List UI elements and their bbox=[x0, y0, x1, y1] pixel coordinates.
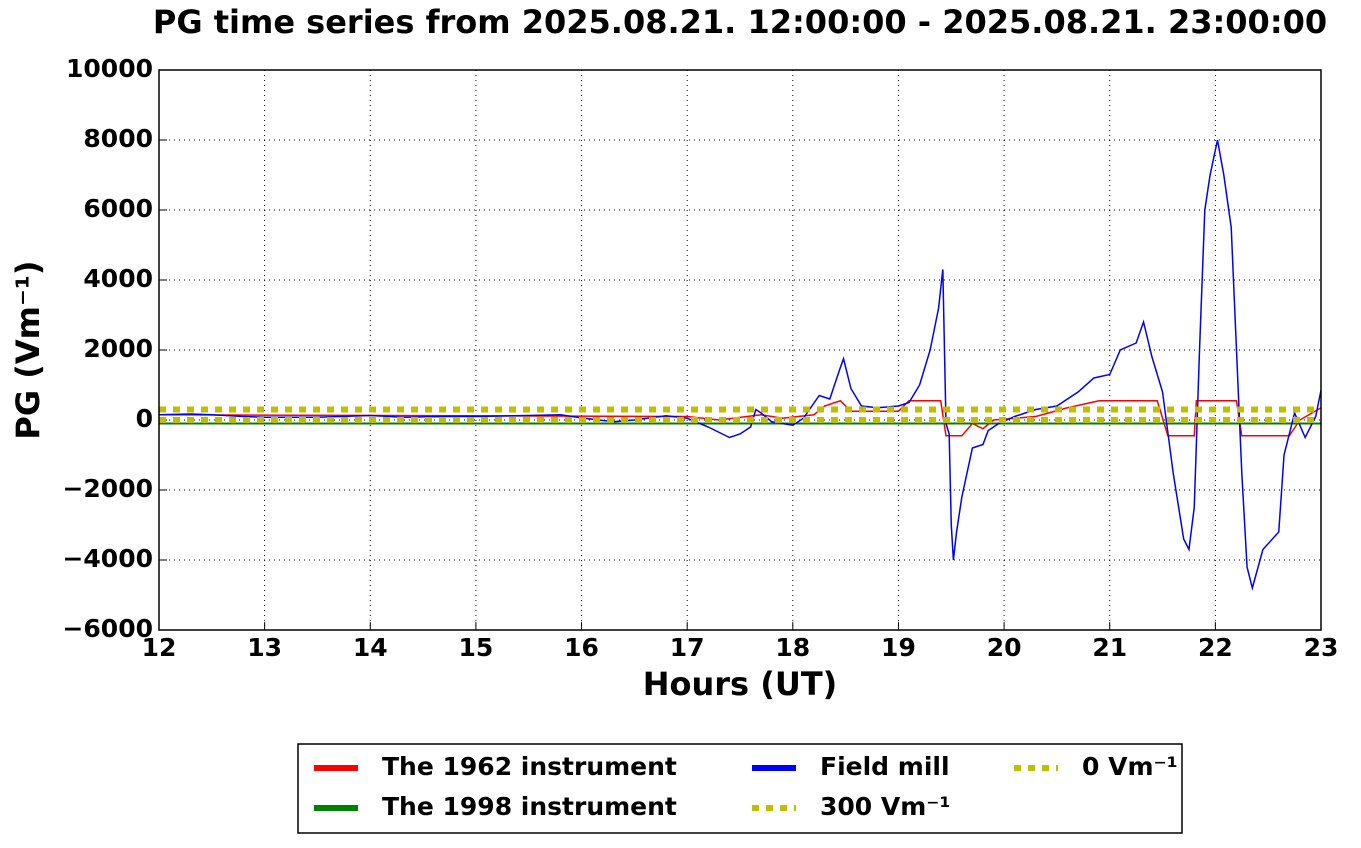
legend-label: Field mill bbox=[820, 752, 950, 781]
x-tick-label: 12 bbox=[142, 633, 177, 662]
y-tick-label: 2000 bbox=[83, 334, 153, 363]
x-tick-label: 22 bbox=[1198, 633, 1233, 662]
y-tick-label: 0 bbox=[136, 404, 153, 433]
y-tick-label: 8000 bbox=[83, 124, 153, 153]
x-tick-label: 19 bbox=[881, 633, 916, 662]
y-tick-label: 4000 bbox=[83, 264, 153, 293]
x-tick-label: 16 bbox=[564, 633, 599, 662]
y-tick-label: −4000 bbox=[62, 544, 153, 573]
legend-label: The 1962 instrument bbox=[382, 752, 677, 781]
legend-label: The 1998 instrument bbox=[382, 792, 677, 821]
x-tick-label: 21 bbox=[1092, 633, 1127, 662]
legend-label: 300 Vm⁻¹ bbox=[820, 792, 950, 821]
x-tick-label: 20 bbox=[987, 633, 1022, 662]
x-tick-label: 15 bbox=[459, 633, 494, 662]
x-tick-label: 23 bbox=[1304, 633, 1339, 662]
x-tick-label: 17 bbox=[670, 633, 705, 662]
y-tick-label: 6000 bbox=[83, 194, 153, 223]
x-tick-label: 13 bbox=[247, 633, 282, 662]
x-tick-label: 18 bbox=[775, 633, 810, 662]
x-axis-label: Hours (UT) bbox=[643, 665, 838, 703]
series-line bbox=[159, 139, 1321, 591]
legend-box bbox=[297, 743, 1183, 834]
y-tick-label: −2000 bbox=[62, 474, 153, 503]
y-tick-label: −6000 bbox=[62, 614, 153, 643]
y-axis-label: PG (Vm⁻¹) bbox=[9, 260, 47, 439]
y-tick-label: 10000 bbox=[66, 54, 153, 83]
legend-label: 0 Vm⁻¹ bbox=[1082, 752, 1178, 781]
chart-title: PG time series from 2025.08.21. 12:00:00… bbox=[153, 3, 1327, 41]
plot-frame bbox=[158, 69, 1322, 631]
x-tick-label: 14 bbox=[353, 633, 388, 662]
